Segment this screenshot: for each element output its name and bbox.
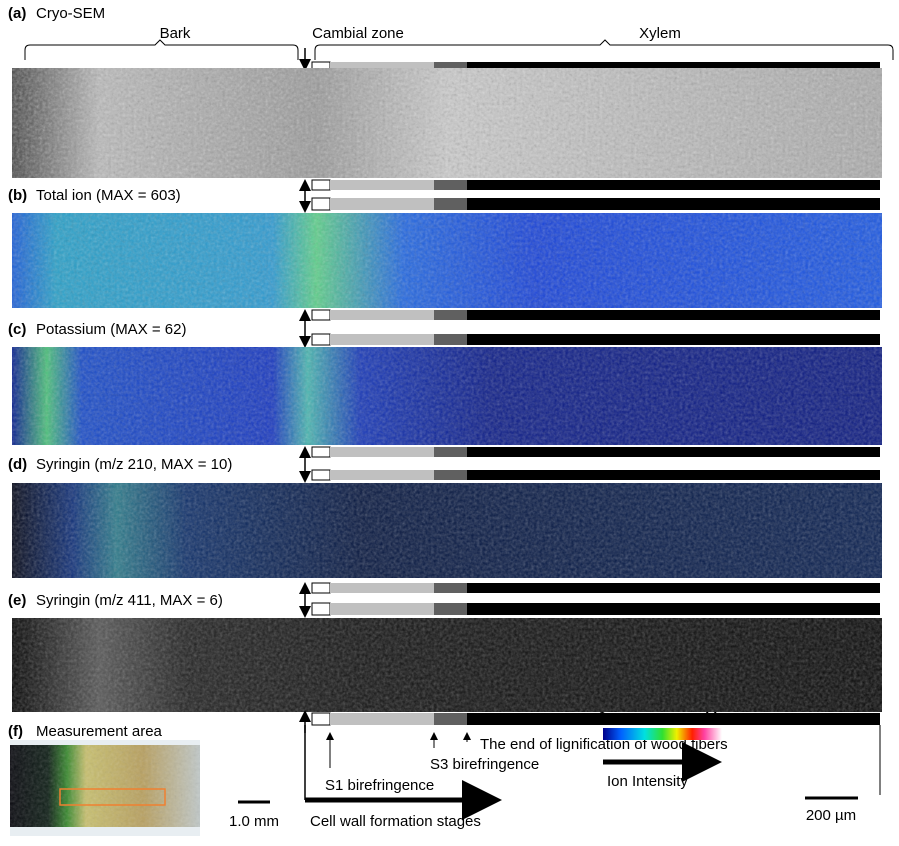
colorbar [603,728,722,740]
annotation: S3 birefringence [430,756,539,773]
colorbar-min: 0 [598,709,606,726]
stage-bar [467,334,880,345]
panel-label: (e) [8,592,26,609]
panel-title: Cryo-SEM [36,5,105,22]
stage-bar [467,583,880,593]
stage-bar [434,470,467,480]
bracket [314,39,894,60]
stage-bar [330,198,434,210]
panel-texture [12,618,882,712]
stage-bar [330,447,434,457]
stage-bar [311,197,331,211]
panel-title: Syringin (m/z 210, MAX = 10) [36,456,232,473]
annotation: Cell wall formation stages [310,813,481,830]
stage-bar [434,713,467,725]
stage-bar [330,62,434,70]
colorbar-max: Max [705,709,734,726]
stage-bar [467,180,880,190]
panel-texture [12,68,882,178]
stage-bar [330,180,434,190]
bracket [24,39,299,60]
panel-texture [12,483,882,578]
stage-bar [311,179,331,191]
stage-bar [330,310,434,320]
stage-bar [434,447,467,457]
measurement-box [59,788,166,806]
stage-bar [467,310,880,320]
region-label: Bark [160,25,191,42]
panel-label: (f) [8,723,23,740]
figure-layer: Bark Cambial zone Xylem (a) Cryo-SEM (b) Total… [8,5,894,836]
stage-bar [434,603,467,615]
stage-bar [467,713,880,725]
panel-label: (c) [8,321,26,338]
photo-texture [10,745,200,827]
stage-bar [311,309,331,321]
scale-label: 1.0 mm [229,813,279,830]
stage-bar [434,62,467,70]
stage-bar [467,447,880,457]
panel-texture [12,213,882,308]
colorbar-label: Ion Intensity [607,773,688,790]
stage-bar [434,198,467,210]
stage-bar [467,198,880,210]
stage-bar [467,62,880,70]
stage-bar [434,334,467,345]
scale-label: 200 µm [806,807,856,824]
stage-bar [330,334,434,345]
stage-bar [330,603,434,615]
stage-bar [467,603,880,615]
panel-title: Total ion (MAX = 603) [36,187,181,204]
annotation: S1 birefringence [325,777,434,794]
region-label: Xylem [639,25,681,42]
panel-title: Syringin (m/z 411, MAX = 6) [36,592,223,609]
annotation: The end of lignification of wood fibers [480,736,728,753]
panel-title: Measurement area [36,723,163,740]
stage-bar [330,713,434,725]
stage-bar [330,470,434,480]
stage-bar [434,583,467,593]
stage-bar [434,180,467,190]
panel-label: (a) [8,5,26,22]
stage-bar [311,333,331,346]
panel-texture [12,347,882,445]
stage-bar [467,470,880,480]
stage-bar [311,712,331,726]
stage-bar [434,310,467,320]
stage-bar [330,583,434,593]
stage-bar [311,582,331,594]
stage-bar [311,469,331,481]
stage-bar [311,446,331,458]
panel-title: Potassium (MAX = 62) [36,321,186,338]
region-label: Cambial zone [312,25,404,42]
panel-label: (b) [8,187,27,204]
stage-bar [311,602,331,616]
panel-label: (d) [8,456,27,473]
